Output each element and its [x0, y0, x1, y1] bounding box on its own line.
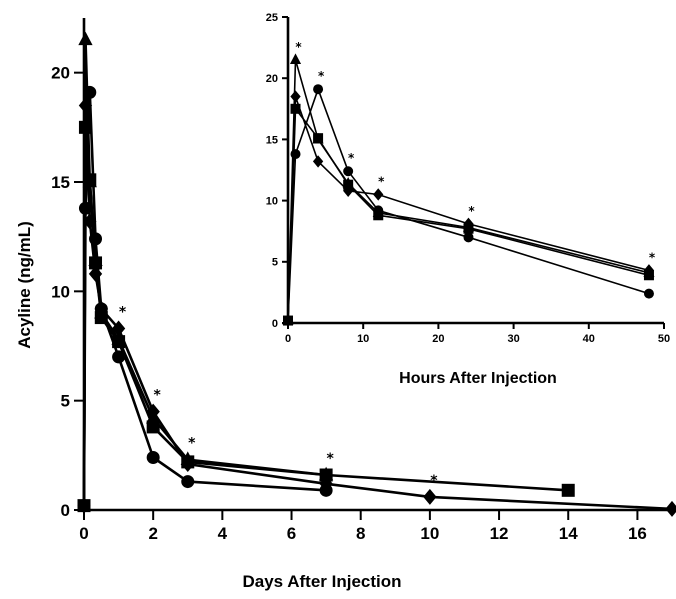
main-point-diamond	[181, 456, 195, 473]
main-chart: 0 2 4 6 8 10 12 14 16 0 5 10 15 20 * * * * *	[51, 18, 676, 543]
inset-point-circle	[283, 315, 293, 326]
main-point-circle	[89, 232, 103, 246]
main-y-tick-label: 0	[61, 501, 70, 520]
inset-significance-star: *	[378, 174, 385, 188]
main-series-line-circle	[82, 91, 327, 506]
main-x-tick-label: 0	[79, 524, 88, 543]
main-x-axis-title: Days After Injection	[242, 572, 401, 591]
inset-point-diamond	[373, 188, 384, 201]
inset-point-diamond	[463, 217, 474, 231]
main-x-tick-label: 6	[287, 524, 296, 543]
main-point-diamond	[146, 403, 160, 420]
main-significance-star: *	[154, 388, 162, 404]
inset-point-triangle	[289, 53, 302, 64]
main-x-tick-label: 8	[356, 524, 365, 543]
main-y-tick-label: 15	[51, 173, 70, 192]
inset-point-circle	[643, 288, 654, 299]
main-x-tick-label: 10	[420, 524, 439, 543]
main-point-square	[78, 120, 92, 134]
inset-x-tick-label: 50	[658, 333, 670, 345]
inset-point-diamond	[312, 155, 324, 168]
inset-significance-star: *	[348, 151, 355, 165]
inset-point-square	[313, 133, 324, 144]
inset-point-circle	[313, 84, 324, 95]
main-x-tick-label: 2	[148, 524, 157, 543]
inset-x-tick-label: 20	[432, 333, 444, 345]
inset-y-tick-label: 5	[272, 257, 278, 269]
inset-significance-star: *	[468, 204, 475, 218]
inset-x-tick-label: 40	[583, 333, 595, 345]
inset-point-circle	[373, 205, 384, 216]
main-y-axis-title: Acyline (ng/mL)	[15, 221, 34, 349]
main-significance-star: *	[119, 305, 127, 321]
main-point-diamond	[78, 97, 93, 114]
main-point-circle	[83, 85, 97, 99]
main-significance-star: *	[430, 473, 438, 489]
inset-point-diamond	[643, 264, 655, 277]
inset-x-tick-label: 10	[357, 333, 369, 345]
main-point-square	[146, 420, 160, 434]
main-point-circle	[112, 350, 126, 364]
main-significance-star: *	[326, 451, 334, 467]
main-point-diamond	[83, 213, 97, 230]
inset-x-tick-label: 0	[285, 333, 291, 345]
inset-point-diamond	[290, 90, 301, 103]
inset-significance-star: *	[295, 40, 302, 54]
inset-significance-star: *	[649, 250, 656, 264]
inset-y-tick-label: 0	[272, 318, 278, 330]
inset-point-circle	[463, 232, 474, 243]
inset-significance-star: *	[318, 69, 325, 83]
main-series-line-diamond	[82, 104, 673, 511]
main-point-diamond	[111, 320, 126, 337]
main-y-tick-label: 20	[51, 64, 70, 83]
main-y-tick-label: 10	[51, 282, 70, 301]
inset-point-diamond	[343, 184, 354, 197]
inset-x-tick-label: 30	[507, 333, 519, 345]
main-point-circle	[319, 483, 333, 497]
inset-y-tick-label: 20	[266, 73, 278, 85]
main-point-circle	[146, 451, 160, 465]
inset-point-square	[290, 103, 301, 114]
main-y-tick-label: 5	[61, 392, 70, 411]
main-significance-star: *	[188, 436, 196, 452]
inset-x-axis-title: Hours After Injection	[399, 370, 557, 387]
main-point-triangle	[78, 31, 93, 46]
main-point-circle	[94, 302, 108, 316]
main-point-diamond	[423, 488, 437, 505]
inset-y-tick-label: 15	[266, 134, 278, 146]
main-x-tick-label: 16	[628, 524, 647, 543]
main-point-circle	[77, 499, 91, 513]
inset-point-circle	[290, 149, 301, 160]
main-x-tick-label: 14	[559, 524, 578, 543]
inset-chart: 0 10 20 30 40 50 0 5 10 15 20 25 * * * * * *	[266, 12, 670, 345]
main-point-circle	[78, 201, 92, 215]
inset-y-tick-label: 25	[266, 12, 278, 24]
main-point-diamond	[88, 265, 103, 282]
inset-series-line-triangle	[287, 58, 650, 321]
main-point-square	[112, 335, 126, 349]
main-x-tick-label: 4	[218, 524, 228, 543]
inset-point-circle	[343, 166, 354, 177]
main-point-square	[561, 483, 575, 497]
main-point-diamond	[665, 500, 676, 517]
main-point-square	[83, 173, 97, 187]
inset-y-tick-label: 10	[266, 195, 278, 207]
main-x-tick-label: 12	[490, 524, 509, 543]
main-series-line-square	[82, 126, 569, 506]
main-point-circle	[181, 475, 195, 489]
